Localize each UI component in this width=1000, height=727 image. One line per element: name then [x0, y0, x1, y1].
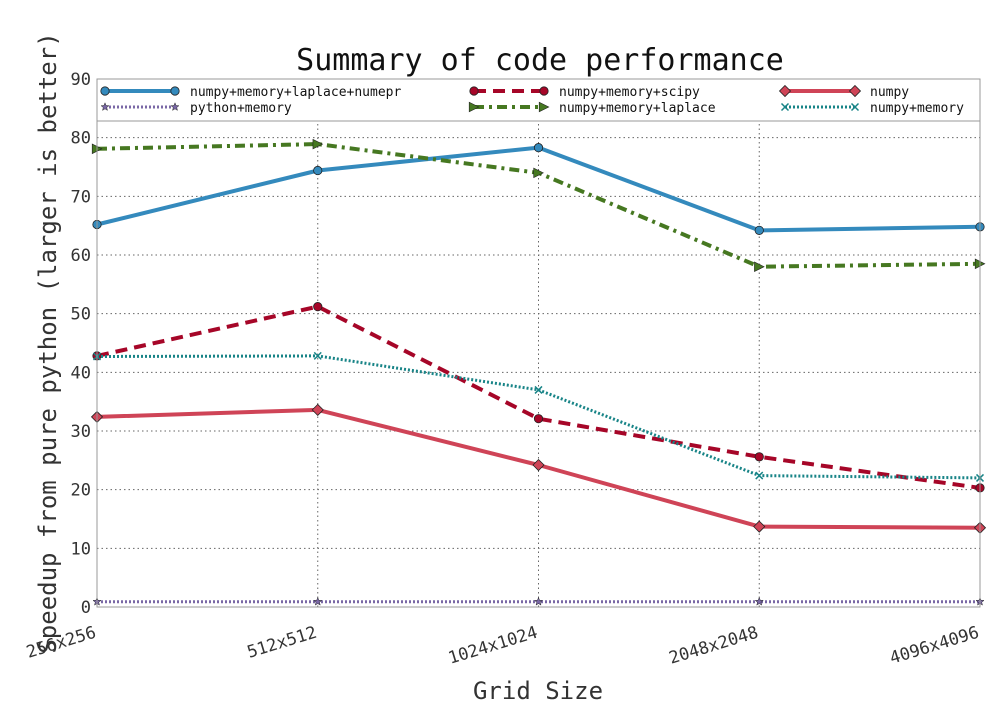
legend-label: numpy+memory+laplace	[559, 101, 716, 116]
legend-marker	[100, 102, 110, 111]
data-point	[532, 458, 545, 472]
data-point	[753, 520, 766, 533]
plot-area	[97, 79, 980, 607]
data-point	[754, 225, 764, 235]
legend-label: numpy+memory+laplace+numepr	[190, 85, 401, 100]
legend-label: python+memory	[190, 101, 292, 116]
y-tick-label: 70	[71, 187, 91, 207]
data-point	[312, 138, 324, 150]
legend-marker	[468, 101, 480, 113]
data-point	[313, 351, 322, 360]
x-axis-label: Grid Size	[473, 677, 603, 705]
legend-marker	[469, 86, 479, 96]
y-axis-label: Speedup from pure python (larger is bett…	[34, 32, 62, 653]
legend-entry: numpy	[778, 84, 909, 100]
chart-title: Summary of code performance	[296, 43, 784, 78]
data-point	[311, 403, 324, 416]
y-ticks: 0 10 20 30 40 50 60 70 80 90	[71, 70, 91, 618]
series-layer	[90, 138, 987, 606]
y-tick-label: 60	[71, 246, 91, 266]
legend: numpy+memory+laplace+numepr numpy+memory+…	[96, 78, 981, 122]
legend-entry: python+memory	[100, 101, 292, 116]
legend-entry: numpy+memory+laplace	[468, 101, 716, 116]
legend-label: numpy	[870, 85, 909, 100]
data-point	[533, 596, 544, 606]
legend-box	[96, 78, 981, 122]
legend-marker	[100, 86, 110, 96]
data-point	[533, 167, 544, 179]
x-tick-label: 4096x4096	[888, 623, 982, 669]
data-point	[533, 414, 544, 424]
series-5	[92, 351, 985, 482]
data-point	[754, 452, 764, 462]
legend-label: numpy+memory+scipy	[559, 85, 700, 100]
grid	[97, 79, 980, 607]
legend-marker	[780, 102, 790, 112]
series-4	[91, 138, 986, 273]
legend-marker	[538, 101, 550, 113]
data-point	[313, 302, 323, 312]
y-tick-label: 50	[71, 305, 91, 325]
legend-entry: numpy+memory+scipy	[469, 85, 700, 100]
x-tick-label: 512x512	[245, 623, 319, 663]
y-tick-label: 30	[71, 422, 91, 442]
data-point	[313, 165, 323, 176]
y-tick-label: 10	[71, 539, 91, 559]
legend-marker	[170, 86, 180, 96]
data-point	[755, 471, 764, 480]
legend-marker	[778, 84, 792, 98]
x-tick-label: 2048x2048	[667, 623, 761, 669]
legend-marker	[848, 84, 862, 98]
y-tick-label: 0	[81, 598, 91, 618]
y-tick-label: 90	[71, 70, 91, 90]
y-tick-label: 20	[71, 481, 91, 501]
data-point	[313, 596, 323, 606]
x-tick-label: 1024x1024	[446, 623, 540, 669]
y-tick-label: 40	[71, 363, 91, 383]
legend-label: numpy+memory	[870, 101, 964, 116]
x-ticks: 256x256 512x512 1024x1024 2048x2048 4096x409…	[24, 623, 981, 669]
data-point	[754, 261, 765, 273]
legend-entry: numpy+memory+laplace+numepr	[100, 85, 401, 100]
data-point	[533, 143, 544, 153]
data-point	[534, 385, 543, 394]
y-tick-label: 80	[71, 129, 91, 149]
legend-entry: numpy+memory	[780, 101, 964, 116]
legend-marker	[539, 86, 549, 96]
data-point	[754, 596, 764, 606]
legend-marker	[170, 102, 180, 111]
legend-marker	[850, 102, 860, 112]
series-0	[92, 143, 985, 235]
